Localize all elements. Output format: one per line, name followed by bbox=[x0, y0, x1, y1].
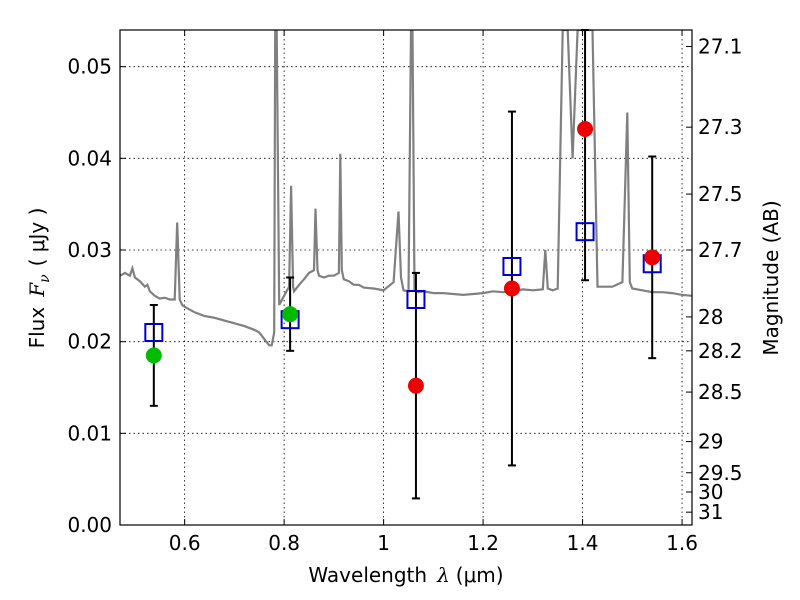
y2-tick-label: 28 bbox=[698, 305, 723, 329]
model-square bbox=[575, 222, 595, 242]
grid bbox=[120, 30, 692, 526]
y2-tick-label: 31 bbox=[698, 500, 723, 524]
y2-tick-label: 29 bbox=[698, 430, 723, 454]
x-tick-label: 1 bbox=[377, 531, 390, 555]
data-point bbox=[407, 377, 424, 394]
plot-frame bbox=[119, 29, 693, 526]
y2-tick-label: 27.3 bbox=[698, 115, 743, 139]
x-tick-label: 1.6 bbox=[666, 531, 698, 555]
observed-points bbox=[145, 121, 661, 394]
data-point bbox=[282, 306, 299, 323]
y-tick-label: 0.00 bbox=[67, 513, 112, 537]
model-square bbox=[144, 323, 164, 342]
data-point bbox=[145, 347, 162, 364]
x-tick-label: 0.6 bbox=[169, 531, 201, 555]
y2-tick-label: 27.7 bbox=[698, 238, 743, 262]
y2-tick-label: 27.5 bbox=[698, 182, 743, 206]
y2-tick-label: 28.5 bbox=[698, 380, 743, 404]
x-tick-label: 0.8 bbox=[268, 531, 300, 555]
spectrum-line bbox=[120, 30, 692, 347]
y-axis-label: FluxFν( μJy ) bbox=[25, 208, 53, 349]
data-point bbox=[644, 249, 661, 266]
x-tick-label: 1.4 bbox=[567, 531, 599, 555]
model-square bbox=[502, 257, 522, 276]
y2-tick-label: 27.1 bbox=[698, 35, 743, 59]
y2-axis-label: Magnitude (AB) bbox=[759, 200, 783, 355]
y-tick-label: 0.05 bbox=[67, 55, 112, 79]
y-tick-label: 0.04 bbox=[67, 146, 112, 170]
data-point bbox=[503, 280, 520, 297]
x-tick-label: 1.2 bbox=[467, 531, 499, 555]
y-tick-label: 0.03 bbox=[67, 238, 112, 262]
error-bars bbox=[149, 29, 657, 500]
spectrum-series bbox=[120, 30, 692, 347]
data-point bbox=[577, 121, 594, 137]
x-axis-label: Wavelength λ (μm) bbox=[308, 563, 503, 587]
y2-tick-label: 29.5 bbox=[698, 461, 743, 485]
y-ticks: 0.00 0.01 0.02 0.03 0.04 0.05 bbox=[67, 55, 126, 537]
y-tick-label: 0.01 bbox=[67, 421, 112, 445]
x-ticks: 0.6 0.8 1 1.2 1.4 1.6 bbox=[169, 30, 698, 555]
y2-tick-label: 28.2 bbox=[698, 339, 743, 363]
model-square bbox=[406, 290, 426, 309]
y2-tick-label: 30 bbox=[698, 480, 723, 504]
y-tick-label: 0.02 bbox=[67, 330, 112, 354]
